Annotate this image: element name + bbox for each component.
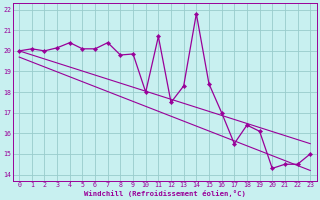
- X-axis label: Windchill (Refroidissement éolien,°C): Windchill (Refroidissement éolien,°C): [84, 190, 246, 197]
